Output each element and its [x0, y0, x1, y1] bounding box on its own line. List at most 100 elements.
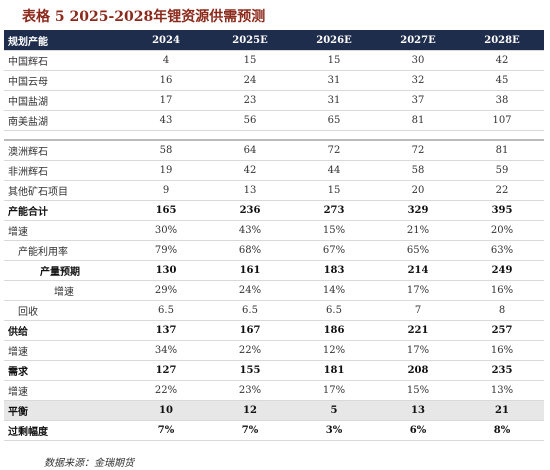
table-row: 增速 29% 24% 14% 17% 16%	[4, 280, 544, 301]
row-label: 增速	[4, 340, 124, 361]
cell: 107	[460, 110, 544, 131]
cell: 257	[460, 320, 544, 341]
cell: 273	[292, 200, 376, 221]
cell: 12%	[292, 340, 376, 361]
cell: 72	[292, 140, 376, 161]
cell: 16	[124, 70, 208, 91]
cell: 10	[124, 400, 208, 421]
cell: 12	[208, 400, 292, 421]
cell: 20	[376, 180, 460, 201]
cell: 6.5	[292, 300, 376, 321]
cell: 81	[376, 110, 460, 131]
cell: 17%	[376, 340, 460, 361]
cell: 42	[208, 160, 292, 181]
cell: 67%	[292, 240, 376, 261]
cell: 16%	[460, 280, 544, 301]
cell: 43%	[208, 220, 292, 241]
row-label: 需求	[4, 360, 124, 381]
table-row: 产能利用率 79% 68% 67% 65% 63%	[4, 240, 544, 261]
cell: 7	[376, 300, 460, 321]
row-label: 中国盐湖	[4, 90, 124, 111]
cell: 56	[208, 110, 292, 131]
column-header: 2024	[124, 30, 208, 51]
cell: 58	[124, 140, 208, 161]
cell: 68%	[208, 240, 292, 261]
table-row: 中国盐湖 17 23 31 37 38	[4, 90, 544, 111]
table-row: 中国辉石 4 15 15 30 42	[4, 50, 544, 71]
cell: 15%	[376, 380, 460, 401]
cell: 43	[124, 110, 208, 131]
cell: 15%	[292, 220, 376, 241]
header-row: 规划产能 2024 2025E 2026E 2027E 2028E	[4, 30, 544, 51]
table-row: 平衡 10 12 5 13 21	[4, 400, 544, 421]
cell: 14%	[292, 280, 376, 301]
cell: 4	[124, 50, 208, 71]
column-header: 规划产能	[4, 30, 124, 51]
table-row: 澳洲辉石 58 64 72 72 81	[4, 140, 544, 161]
cell: 236	[208, 200, 292, 221]
cell: 22	[460, 180, 544, 201]
cell: 3%	[292, 420, 376, 441]
cell: 155	[208, 360, 292, 381]
row-label: 回收	[4, 300, 124, 321]
row-label: 增速	[4, 380, 124, 401]
cell: 24%	[208, 280, 292, 301]
table-row: 增速 30% 43% 15% 21% 20%	[4, 220, 544, 241]
row-label: 平衡	[4, 400, 124, 421]
row-label: 中国云母	[4, 70, 124, 91]
table-row: 产能合计 165 236 273 329 395	[4, 200, 544, 221]
cell: 249	[460, 260, 544, 281]
cell: 8%	[460, 420, 544, 441]
cell: 7%	[208, 420, 292, 441]
cell: 137	[124, 320, 208, 341]
cell: 30	[376, 50, 460, 71]
cell: 8	[460, 300, 544, 321]
cell: 34%	[124, 340, 208, 361]
cell: 58	[376, 160, 460, 181]
row-label: 澳洲辉石	[4, 140, 124, 161]
cell: 21	[460, 400, 544, 421]
table-row: 增速 22% 23% 17% 15% 13%	[4, 380, 544, 401]
cell: 24	[208, 70, 292, 91]
cell: 17%	[292, 380, 376, 401]
column-header: 2028E	[460, 30, 544, 51]
row-label: 产能合计	[4, 200, 124, 221]
cell: 167	[208, 320, 292, 341]
row-label: 供给	[4, 320, 124, 341]
column-header: 2027E	[376, 30, 460, 51]
column-header: 2026E	[292, 30, 376, 51]
cell: 130	[124, 260, 208, 281]
cell: 13	[208, 180, 292, 201]
table-row: 南美盐湖 43 56 65 81 107	[4, 110, 544, 131]
cell: 13%	[460, 380, 544, 401]
cell: 6%	[376, 420, 460, 441]
table-row: 需求 127 155 181 208 235	[4, 360, 544, 381]
cell: 64	[208, 140, 292, 161]
row-label: 产量预期	[4, 260, 124, 281]
cell: 165	[124, 200, 208, 221]
cell: 37	[376, 90, 460, 111]
cell: 81	[460, 140, 544, 161]
cell: 235	[460, 360, 544, 381]
cell: 214	[376, 260, 460, 281]
row-label: 产能利用率	[4, 240, 124, 261]
cell: 23	[208, 90, 292, 111]
row-label: 过剩幅度	[4, 420, 124, 441]
cell: 72	[376, 140, 460, 161]
cell: 20%	[460, 220, 544, 241]
cell: 186	[292, 320, 376, 341]
cell: 6.5	[208, 300, 292, 321]
table-row: 产量预期 130 161 183 214 249	[4, 260, 544, 281]
cell: 31	[292, 70, 376, 91]
cell: 181	[292, 360, 376, 381]
table-row: 其他矿石项目 9 13 15 20 22	[4, 180, 544, 201]
cell: 13	[376, 400, 460, 421]
cell: 42	[460, 50, 544, 71]
cell: 19	[124, 160, 208, 181]
cell: 127	[124, 360, 208, 381]
table-row: 增速 34% 22% 12% 17% 16%	[4, 340, 544, 361]
cell: 32	[376, 70, 460, 91]
cell: 9	[124, 180, 208, 201]
row-label: 中国辉石	[4, 50, 124, 71]
